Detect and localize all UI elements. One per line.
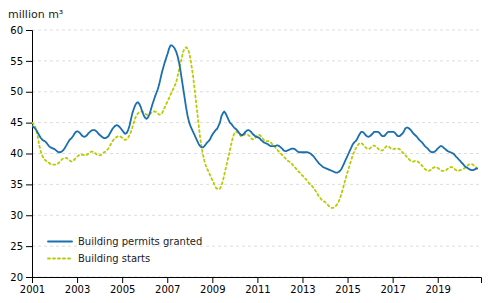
tick: 2019 <box>425 277 450 295</box>
tick: 2001 <box>20 277 45 295</box>
grid-line <box>32 184 481 185</box>
tick: 2013 <box>290 277 315 295</box>
tick: 40 <box>10 148 32 159</box>
tick-mark <box>348 277 349 283</box>
grid-line <box>32 122 481 123</box>
tick: 25 <box>10 241 32 252</box>
tick: 35 <box>10 179 32 190</box>
tick-label: 35 <box>10 179 23 190</box>
tick-label: 2005 <box>110 284 135 295</box>
grid-line <box>32 60 481 61</box>
tick-label: 60 <box>10 25 23 36</box>
tick-mark <box>438 277 439 283</box>
y-axis: 20 25 30 35 40 45 50 55 60 <box>10 25 32 283</box>
tick-label: 30 <box>10 210 23 221</box>
tick: 2007 <box>155 277 180 295</box>
tick-mark <box>26 123 32 124</box>
legend-entry: Building starts <box>48 253 150 264</box>
tick: 2015 <box>335 277 360 295</box>
tick-mark <box>302 277 303 283</box>
tick: 2011 <box>245 277 270 295</box>
tick-mark <box>26 154 32 155</box>
tick-label: 55 <box>10 56 23 67</box>
tick: 2009 <box>200 277 225 295</box>
tick: 30 <box>10 210 32 221</box>
tick-label: 40 <box>10 148 23 159</box>
tick: 60 <box>10 25 32 36</box>
tick-mark <box>26 30 32 31</box>
chart: 2001 2003 2005 2007 2009 2011 2013 2015 2017 2019… <box>0 0 495 303</box>
plot: 2001 2003 2005 2007 2009 2011 2013 2015 2017 2019… <box>10 25 481 295</box>
tick-mark <box>393 277 394 283</box>
tick-label: 45 <box>10 117 23 128</box>
tick-label: 20 <box>10 272 23 283</box>
grid-line <box>32 153 481 154</box>
tick-label: 2011 <box>245 284 270 295</box>
axis-line <box>26 31 33 278</box>
tick-mark <box>77 277 78 283</box>
axis-title: million m³ <box>8 8 63 21</box>
legend-swatch <box>48 258 72 260</box>
line <box>32 45 477 172</box>
legend-swatch <box>48 241 72 243</box>
tick-mark <box>26 246 32 247</box>
legend-entry: Building permits granted <box>48 236 202 247</box>
tick-mark <box>257 277 258 283</box>
tick-mark <box>26 61 32 62</box>
tick-mark <box>26 277 32 278</box>
tick: 20 <box>10 272 32 283</box>
tick: 50 <box>10 86 32 97</box>
tick-mark <box>26 215 32 216</box>
tick-label: 2015 <box>335 284 360 295</box>
tick-mark <box>212 277 213 283</box>
tick-label: 2003 <box>65 284 90 295</box>
tick-label: 2009 <box>200 284 225 295</box>
tick: 45 <box>10 117 32 128</box>
tick-label: 2017 <box>380 284 405 295</box>
tick-label: 25 <box>10 241 23 252</box>
lines <box>32 45 477 207</box>
grid <box>32 30 481 277</box>
legend-label: Building permits granted <box>78 236 202 247</box>
tick-label: 2019 <box>425 284 450 295</box>
tick-mark <box>26 92 32 93</box>
grid-line <box>32 30 481 31</box>
tick-label: 50 <box>10 86 23 97</box>
grid-line <box>32 215 481 216</box>
tick: 55 <box>10 56 32 67</box>
grid-line <box>32 91 481 92</box>
tick-label: 2007 <box>155 284 180 295</box>
line <box>32 47 477 208</box>
tick-mark <box>26 184 32 185</box>
tick: 2017 <box>380 277 405 295</box>
legend-label: Building starts <box>78 253 150 264</box>
legend: Building permits granted Building starts <box>48 236 202 264</box>
tick-label: 2013 <box>290 284 315 295</box>
x-axis: 2001 2003 2005 2007 2009 2011 2013 2015 2017 2019 <box>20 277 482 295</box>
tick-mark <box>167 277 168 283</box>
tick: 2005 <box>110 277 135 295</box>
tick-label: 2001 <box>20 284 45 295</box>
tick: 2003 <box>65 277 90 295</box>
axis-line <box>33 278 482 284</box>
tick-mark <box>122 277 123 283</box>
